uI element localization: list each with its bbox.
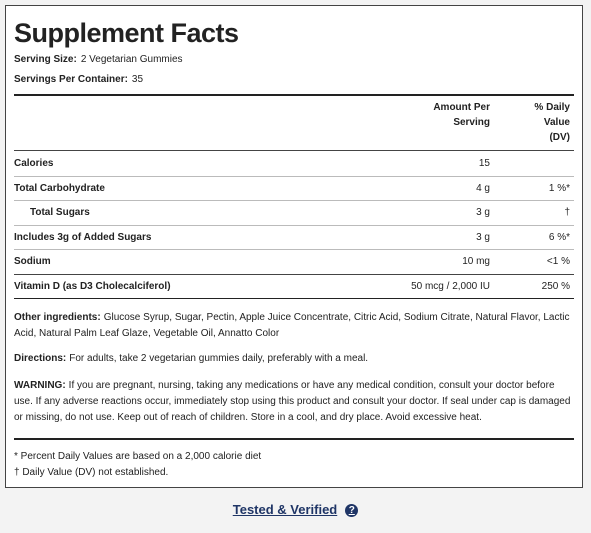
nutrient-row: Total Sugars 3 g † — [14, 201, 574, 225]
daily-value: † — [564, 207, 570, 218]
footnote: † Daily Value (DV) not established. — [14, 467, 169, 478]
nutrient-row: Includes 3g of Added Sugars 3 g 6 %* — [14, 226, 574, 250]
divider — [14, 298, 574, 299]
amount: 15 — [478, 158, 490, 169]
nutrient-name: Total Sugars — [30, 207, 90, 218]
footnote: * Percent Daily Values are based on a 2,… — [14, 451, 262, 462]
divider — [14, 249, 574, 250]
help-icon[interactable]: ? — [345, 504, 359, 518]
daily-value: 250 % — [541, 280, 570, 292]
title: Supplement Facts — [14, 18, 239, 48]
label: WARNING: — [14, 380, 66, 391]
divider — [14, 438, 574, 440]
amount: 50 mcg / 2,000 IU — [411, 280, 490, 292]
daily-value: 6 %* — [548, 231, 570, 243]
tested-verified[interactable]: Tested & Verified? — [0, 502, 591, 518]
nutrient-row: Total Carbohydrate 4 g 1 %* — [14, 177, 574, 201]
serving-size: Serving Size: 2 Vegetarian Gummies — [14, 54, 183, 65]
header-dv: % Daily Value (DV) — [534, 102, 570, 143]
label: Serving Size: — [14, 54, 77, 65]
daily-value: <1 % — [546, 256, 570, 267]
amount: 4 g — [476, 182, 490, 194]
amount: 3 g — [476, 231, 490, 243]
nutrient-row: Vitamin D (as D3 Cholecalciferol) 50 mcg … — [14, 275, 574, 299]
amount: 10 mg — [462, 256, 490, 267]
nutrient-name: Calories — [14, 158, 54, 169]
daily-value: 1 %* — [548, 182, 570, 194]
divider — [14, 94, 574, 96]
servings-per-container: Servings Per Container: 35 — [14, 74, 143, 85]
label: Directions: — [14, 353, 67, 364]
text: Glucose Syrup, Sugar, Pectin, Apple Juic… — [14, 312, 570, 339]
divider — [14, 200, 574, 201]
nutrient-name: Vitamin D (as D3 Cholecalciferol) — [14, 280, 171, 292]
text: If you are pregnant, nursing, taking any… — [14, 380, 571, 423]
other-ingredients: Other ingredients: Glucose Syrup, Sugar, … — [14, 310, 574, 342]
warning: WARNING: If you are pregnant, nursing, ta… — [14, 378, 574, 426]
amount: 3 g — [476, 207, 490, 218]
value: 2 Vegetarian Gummies — [80, 54, 183, 65]
nutrient-name: Sodium — [14, 256, 51, 267]
nutrient-row: Calories 15 — [14, 152, 574, 176]
header-amount: Amount Per Serving — [433, 102, 490, 128]
divider — [14, 224, 574, 226]
nutrient-name: Total Carbohydrate — [14, 182, 105, 194]
divider — [14, 273, 574, 275]
link-text[interactable]: Tested & Verified — [232, 502, 338, 517]
value: 35 — [131, 74, 144, 85]
divider — [14, 150, 574, 151]
label: Servings Per Container: — [14, 74, 128, 85]
nutrient-name: Includes 3g of Added Sugars — [14, 231, 152, 243]
facts-panel: Supplement Facts Serving Size: 2 Vegetari… — [5, 5, 583, 488]
nutrient-row: Sodium 10 mg <1 % — [14, 250, 574, 274]
label: Other ingredients: — [14, 312, 101, 323]
text: For adults, take 2 vegetarian gummies da… — [69, 353, 369, 364]
directions: Directions: For adults, take 2 vegetarian… — [14, 351, 574, 367]
divider — [14, 175, 574, 177]
